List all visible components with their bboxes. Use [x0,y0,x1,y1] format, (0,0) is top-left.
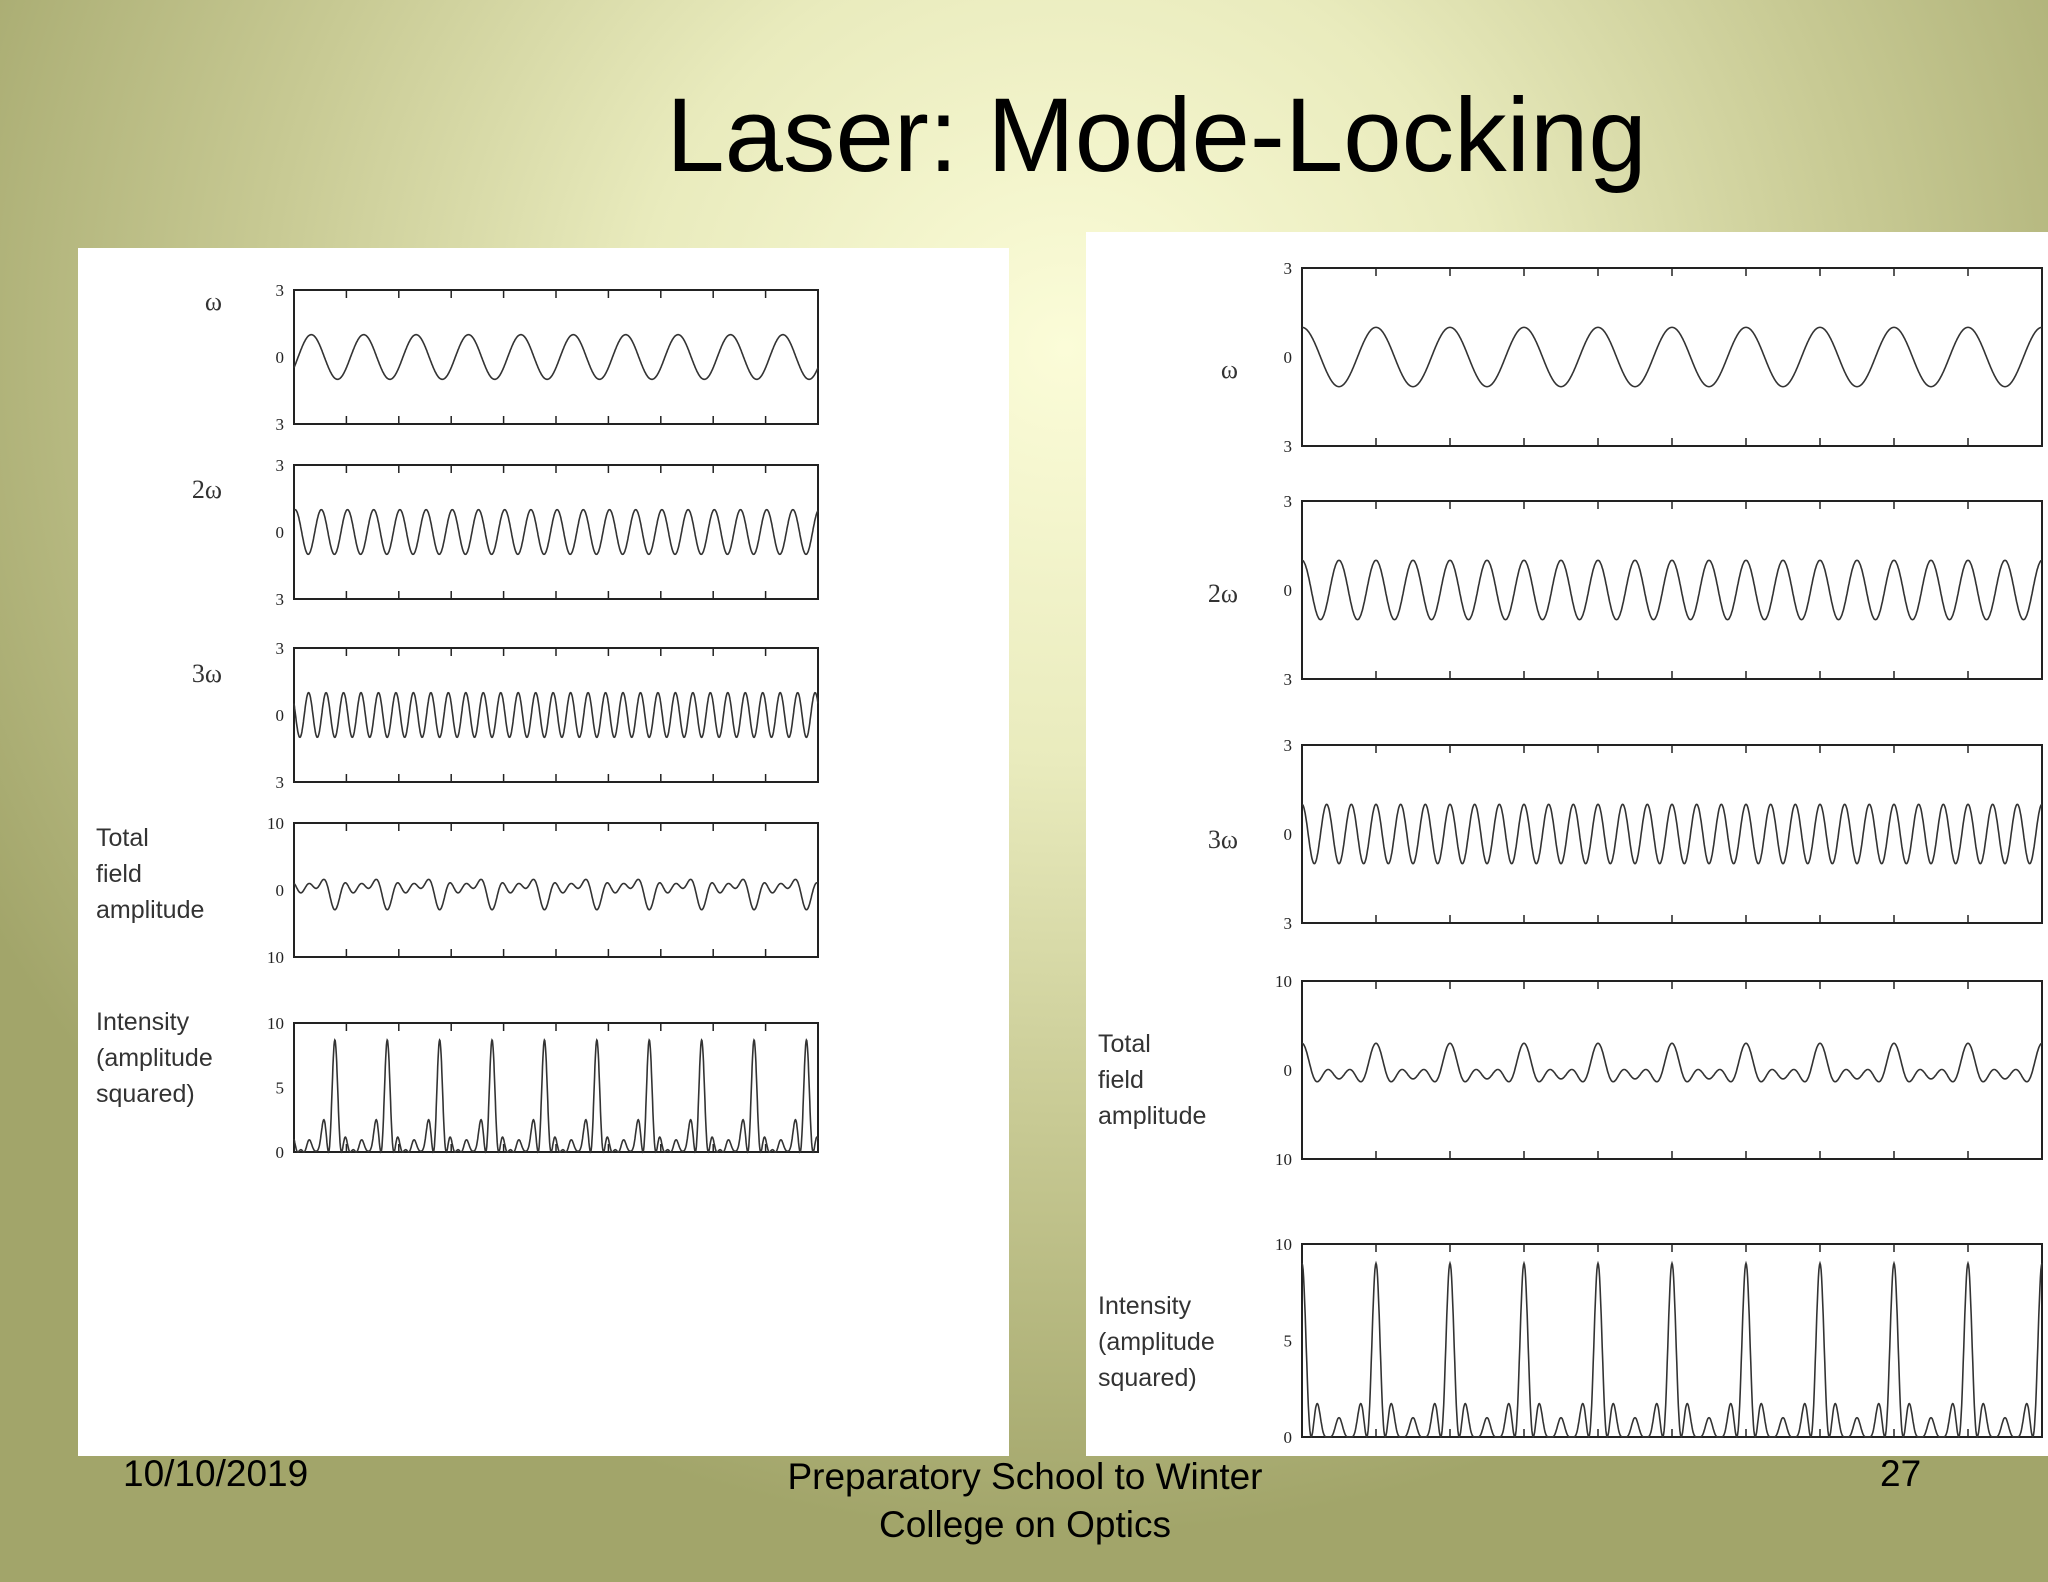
plot-frame [1301,744,2043,924]
y-tick-label: 3 [276,773,285,792]
plot-frame [293,464,819,600]
subplot-2: 3 0 3 2ω [192,456,819,609]
plot-frame [1301,1243,2043,1438]
subplot-4: 10 0 10 Total field amplitude [96,814,819,967]
y-tick-label: 0 [1284,825,1293,844]
subplot-label: 3ω [192,659,222,688]
subplot-3: 3 0 3 3ω [1208,736,2043,933]
subplot-label: amplitude [96,896,204,924]
y-tick-label: 3 [1284,736,1293,755]
page-number: 27 [1880,1453,1922,1494]
plot-frame [1301,267,2043,447]
waveform-line [293,878,819,911]
subplot-label: Intensity [1098,1292,1192,1320]
subplot-label: ω [205,287,222,316]
y-tick-label: 0 [1284,348,1293,367]
slide-title: Laser: Mode-Locking [666,77,1647,194]
y-tick-label: 3 [276,415,285,434]
waveform-line [1301,803,2043,865]
y-tick-label: 3 [276,281,285,300]
subplot-label: ω [1221,355,1238,384]
plot-frame [293,822,819,958]
waveform-line [1301,326,2043,388]
subplot-label: Total [96,824,149,852]
waveform-line [1301,1042,2043,1083]
y-tick-label: 0 [276,523,285,542]
y-tick-label: 3 [276,590,285,609]
subplot-5: 10 5 0 Intensity (amplitude squared) [1098,1235,2043,1447]
plot-frame [1301,500,2043,680]
subplot-label: Total [1098,1030,1151,1058]
subplot-2: 3 0 3 2ω [1208,492,2043,689]
waveform-line [293,508,819,556]
waveform-line [1301,559,2043,621]
y-tick-label: 3 [1284,492,1293,511]
subplot-label: 2ω [1208,579,1238,608]
y-tick-label: 10 [1275,1235,1292,1254]
waveform-line [1301,1260,2043,1438]
y-tick-label: 10 [267,948,284,967]
subplot-1: 3 0 3 ω [1221,259,2043,456]
subplot-label: squared) [96,1080,195,1108]
right-mode-plots: 303ω3032ω3033ω10010Totalfieldamplitude10… [1098,259,2043,1447]
y-tick-label: 3 [1284,914,1293,933]
left-figure-panel: 3 0 3 ω 3 0 3 2ω 3 0 3 3ω 10 0 10 Total field amplitude 10… [78,248,1009,1456]
subplot-label: squared) [1098,1364,1197,1392]
y-tick-label: 0 [276,1143,285,1162]
footer-center: Preparatory School to Winter College on … [740,1453,1310,1549]
subplot-label: 2ω [192,475,222,504]
subplot-5: 10 5 0 Intensity (amplitude squared) [96,1008,819,1162]
plot-frame [1301,980,2043,1160]
footer-date: 10/10/2019 [123,1453,309,1494]
plot-frame [293,647,819,783]
subplot-label: Intensity [96,1008,190,1036]
y-tick-label: 10 [1275,1150,1292,1169]
y-tick-label: 3 [276,456,285,475]
y-tick-label: 3 [276,639,285,658]
footer-center-line1: Preparatory School to Winter [787,1456,1263,1497]
y-tick-label: 10 [1275,972,1292,991]
footer-center-line2: College on Optics [878,1504,1172,1546]
right-figure-panel: 3 0 3 ω 3 0 3 2ω 3 0 3 3ω 10 0 10 Total field amplitude 10… [1086,232,2048,1456]
y-tick-label: 0 [1284,1428,1293,1447]
y-tick-label: 0 [1284,1061,1293,1080]
y-tick-label: 5 [276,1079,285,1098]
y-tick-label: 0 [276,706,285,725]
y-tick-label: 5 [1284,1332,1293,1351]
subplot-label: 3ω [1208,825,1238,854]
y-tick-label: 3 [1284,670,1293,689]
waveform-line [293,333,819,381]
y-tick-label: 3 [1284,259,1293,278]
subplot-label: field [96,860,142,888]
y-tick-label: 10 [267,1014,284,1033]
subplot-label: (amplitude [96,1044,213,1072]
y-tick-label: 10 [267,814,284,833]
subplot-label: amplitude [1098,1102,1206,1130]
subplot-3: 3 0 3 3ω [192,639,819,792]
left-mode-plots: 303ω3032ω3033ω10010Totalfieldamplitude10… [96,281,819,1162]
subplot-label: field [1098,1066,1144,1094]
y-tick-label: 0 [276,348,285,367]
subplot-label: (amplitude [1098,1328,1215,1356]
plot-frame [293,289,819,425]
y-tick-label: 0 [276,881,285,900]
y-tick-label: 3 [1284,437,1293,456]
y-tick-label: 0 [1284,581,1293,600]
plot-frame [293,1022,819,1153]
waveform-line [293,691,819,739]
subplot-4: 10 0 10 Total field amplitude [1098,972,2043,1169]
subplot-1: 3 0 3 ω [205,281,819,434]
waveform-line [293,1038,819,1154]
